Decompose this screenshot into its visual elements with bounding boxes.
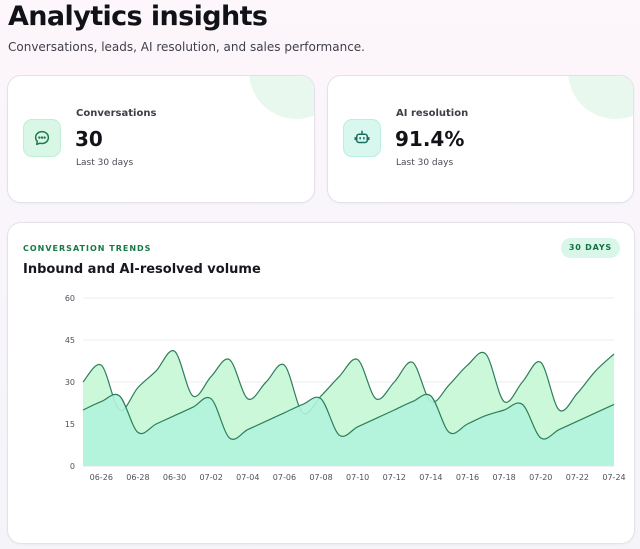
stat-caption: Last 30 days bbox=[76, 158, 134, 168]
range-badge[interactable]: 30 DAYS bbox=[560, 238, 620, 258]
robot-icon bbox=[343, 119, 381, 157]
stat-caption: Last 30 days bbox=[396, 158, 454, 168]
stat-value: 91.4% bbox=[395, 127, 465, 151]
y-tick-label: 15 bbox=[65, 420, 75, 429]
x-tick-label: 07-20 bbox=[529, 473, 552, 482]
y-tick-label: 0 bbox=[70, 462, 75, 471]
stat-card-ai-resolution[interactable]: AI resolution 91.4% Last 30 days bbox=[327, 75, 634, 203]
resolved-series-area bbox=[83, 394, 614, 466]
card-decoration bbox=[249, 76, 314, 119]
x-tick-label: 06-28 bbox=[126, 473, 149, 482]
y-tick-label: 30 bbox=[65, 378, 75, 387]
stat-label: Conversations bbox=[76, 108, 157, 119]
x-tick-label: 07-10 bbox=[346, 473, 369, 482]
x-tick-label: 07-24 bbox=[602, 473, 625, 482]
inbound-series-line bbox=[82, 349, 615, 415]
page-subtitle: Conversations, leads, AI resolution, and… bbox=[8, 40, 365, 54]
y-tick-label: 45 bbox=[65, 336, 75, 345]
resolved-series-line bbox=[82, 393, 615, 440]
chat-bubble-icon bbox=[23, 119, 61, 157]
x-tick-label: 06-30 bbox=[163, 473, 186, 482]
stat-value: 30 bbox=[75, 127, 103, 151]
page-title: Analytics insights bbox=[8, 1, 268, 32]
x-tick-label: 07-04 bbox=[236, 473, 259, 482]
x-tick-label: 06-26 bbox=[90, 473, 113, 482]
x-tick-label: 07-14 bbox=[419, 473, 442, 482]
x-tick-label: 07-22 bbox=[566, 473, 589, 482]
x-tick-label: 07-02 bbox=[200, 473, 223, 482]
y-tick-label: 60 bbox=[65, 294, 75, 303]
conversation-trends-card: CONVERSATION TRENDS Inbound and AI-resol… bbox=[7, 222, 635, 544]
x-tick-label: 07-12 bbox=[383, 473, 406, 482]
x-tick-label: 07-06 bbox=[273, 473, 296, 482]
stat-card-conversations[interactable]: Conversations 30 Last 30 days bbox=[7, 75, 315, 203]
chart-title: Inbound and AI-resolved volume bbox=[23, 262, 261, 277]
chart-eyebrow: CONVERSATION TRENDS bbox=[23, 244, 152, 253]
x-tick-label: 07-08 bbox=[309, 473, 332, 482]
card-decoration bbox=[568, 76, 633, 119]
stat-label: AI resolution bbox=[396, 108, 469, 119]
trend-chart: 0 15 30 45 60 06-26 06-28 06-30 07-02 07-04 07-06 0… bbox=[65, 294, 626, 482]
x-tick-label: 07-18 bbox=[493, 473, 516, 482]
x-tick-label: 07-16 bbox=[456, 473, 479, 482]
